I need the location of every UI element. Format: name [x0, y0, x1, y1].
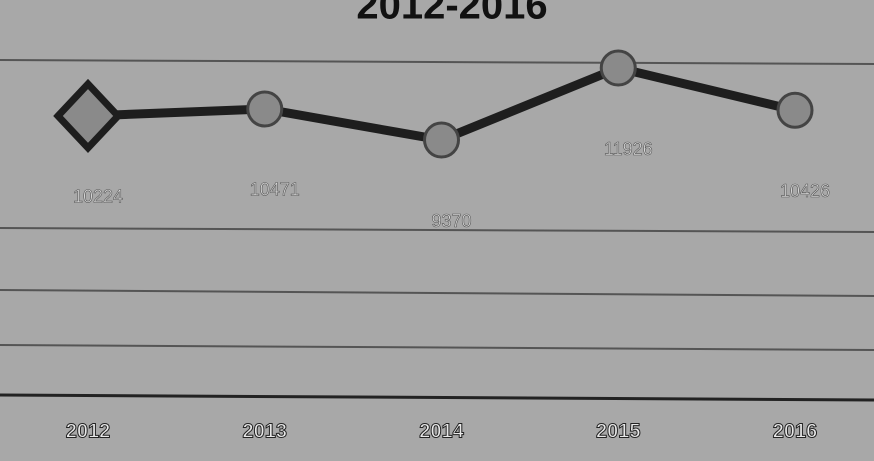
x-tick-label: 2016	[773, 420, 818, 442]
marker	[246, 90, 284, 128]
x-tick-label: 2014	[419, 420, 464, 442]
x-tick-label: 2015	[596, 420, 641, 442]
chart-title: 2012-2016	[356, 0, 547, 28]
marker	[776, 91, 814, 129]
marker	[423, 121, 460, 159]
marker	[599, 49, 637, 87]
x-tick-label: 2012	[66, 420, 111, 442]
x-tick-label: 2013	[243, 420, 288, 442]
data-label: 10224	[73, 187, 123, 207]
data-label: 11926	[604, 139, 653, 159]
data-label: 9370	[431, 211, 471, 231]
data-label: 10426	[780, 181, 830, 201]
marker	[53, 78, 123, 154]
data-label: 10471	[250, 180, 300, 200]
background-lines	[0, 59, 874, 402]
